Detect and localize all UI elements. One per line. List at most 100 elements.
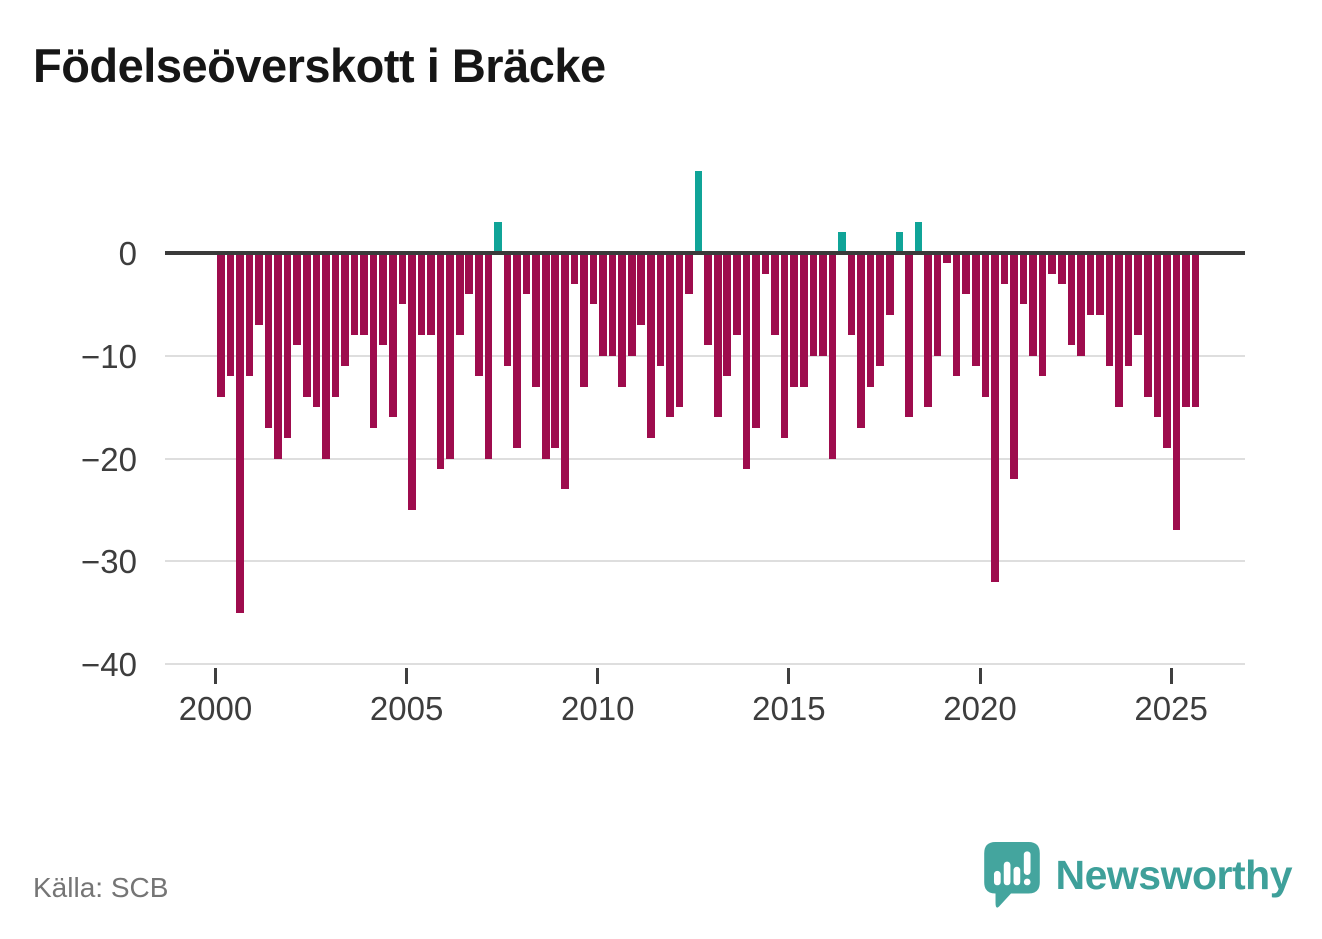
chart-bar-2011-Q4 (666, 253, 674, 418)
x-tick (596, 668, 600, 684)
exclamation-glyph (1023, 851, 1031, 886)
chart-bar-2007-Q1 (484, 253, 493, 459)
chart-bar-2007-Q2 (494, 222, 502, 253)
chart-bar-2015-Q3 (809, 253, 818, 356)
x-tick (978, 668, 982, 684)
chart-bar-2011-Q3 (656, 253, 665, 367)
chart-bar-2009-Q4 (589, 253, 598, 305)
chart-bar-2006-Q3 (465, 253, 474, 295)
chart-bar-2017-Q3 (885, 253, 894, 315)
x-tick (787, 668, 791, 684)
chart-bar-2009-Q1 (561, 253, 569, 490)
chart-bar-2010-Q1 (599, 253, 607, 356)
y-axis-label: 0 (118, 235, 137, 272)
chart-bar-2001-Q3 (274, 253, 282, 459)
chart-bar-2002-Q3 (312, 253, 321, 408)
chart-bar-2009-Q3 (580, 253, 588, 387)
chart-bar-2022-Q4 (1086, 253, 1095, 315)
chart-bar-2022-Q3 (1077, 253, 1085, 356)
chart-bar-2004-Q3 (389, 253, 397, 418)
x-axis-label: 2000 (178, 690, 253, 727)
chart-bar-2019-Q4 (971, 253, 980, 367)
chart-bar-2005-Q4 (436, 253, 445, 469)
chart-bar-2008-Q3 (541, 253, 550, 459)
chart-bar-2024-Q4 (1163, 253, 1171, 449)
bar-chart-glyph (993, 861, 1020, 886)
chart-bar-2016-Q2 (838, 232, 846, 253)
y-axis-label: −40 (81, 646, 137, 683)
chart-bar-2003-Q2 (341, 253, 349, 367)
chart-bar-2006-Q2 (455, 253, 464, 336)
y-gridline (165, 354, 1245, 357)
chart-bar-2003-Q3 (350, 253, 359, 336)
chart-bar-2018-Q3 (924, 253, 932, 408)
chart-bar-2025-Q1 (1172, 253, 1181, 531)
chart-bar-2013-Q3 (733, 253, 741, 336)
chart-bar-2022-Q2 (1067, 253, 1076, 346)
chart-bar-2004-Q4 (398, 253, 407, 305)
chart-bar-2021-Q1 (1019, 253, 1028, 305)
chart-bar-2004-Q2 (379, 253, 388, 346)
chart-bar-2008-Q2 (532, 253, 540, 387)
chart-bar-2020-Q3 (1000, 253, 1009, 284)
x-tick (214, 668, 217, 684)
y-axis-label: −30 (81, 543, 137, 581)
chart-bar-2006-Q1 (446, 253, 454, 459)
chart-bar-2017-Q2 (876, 253, 884, 367)
x-axis-label: 2015 (752, 690, 826, 727)
chart-bar-2007-Q4 (513, 253, 521, 449)
chart-bar-2011-Q2 (647, 253, 655, 438)
chart-bar-2004-Q1 (369, 253, 378, 428)
chart-bar-2024-Q1 (1134, 253, 1143, 336)
chart-bar-2005-Q3 (427, 253, 435, 336)
chart-bar-2018-Q2 (914, 222, 923, 253)
chart-bar-2021-Q4 (1048, 253, 1056, 274)
chart-bar-2024-Q2 (1143, 253, 1152, 397)
chart-bar-2000-Q3 (236, 253, 244, 613)
zero-axis-line (165, 251, 1245, 255)
chart-bar-2006-Q4 (475, 253, 483, 377)
chart-bar-2001-Q2 (264, 253, 273, 428)
chart-bar-2012-Q4 (704, 253, 712, 346)
chart-bar-2000-Q1 (217, 253, 225, 397)
chart-bar-2013-Q4 (742, 253, 751, 469)
chart-bar-2020-Q4 (1010, 253, 1018, 480)
chart-bar-2000-Q4 (245, 253, 254, 377)
chart-bar-2013-Q1 (713, 253, 722, 418)
chart-bar-2023-Q1 (1096, 253, 1104, 315)
chart-bar-2014-Q1 (752, 253, 760, 428)
chart-bar-2008-Q4 (551, 253, 560, 449)
chart-bar-2015-Q1 (790, 253, 798, 387)
chart-bar-2016-Q4 (857, 253, 865, 428)
x-axis-label: 2010 (561, 690, 635, 727)
brand-name: Newsworthy (1055, 851, 1293, 898)
chart-bar-2012-Q3 (694, 170, 703, 253)
chart-bar-2002-Q1 (293, 253, 302, 346)
chart-bar-2001-Q4 (283, 253, 292, 438)
chart-bar-2010-Q3 (618, 253, 626, 387)
newsworthy-pin-icon (983, 842, 1040, 908)
y-gridline (165, 457, 1245, 460)
chart-bar-2020-Q1 (981, 253, 990, 397)
chart-bar-2016-Q1 (828, 253, 837, 459)
y-axis-label: −10 (81, 337, 137, 375)
chart-bar-2002-Q4 (322, 253, 330, 459)
chart-bar-2025-Q2 (1182, 253, 1190, 408)
chart-bar-2014-Q4 (780, 253, 789, 438)
chart-bar-2023-Q2 (1105, 253, 1114, 367)
chart-bar-2013-Q2 (723, 253, 732, 377)
y-axis-label: −20 (81, 440, 137, 478)
chart-bar-2014-Q3 (771, 253, 779, 336)
chart-bar-2007-Q3 (503, 253, 512, 367)
chart-bar-2021-Q3 (1038, 253, 1047, 377)
chart-bar-2018-Q1 (905, 253, 913, 418)
chart-bar-2003-Q4 (360, 253, 368, 336)
x-tick (1169, 668, 1173, 684)
chart-bar-2024-Q3 (1153, 253, 1162, 418)
chart-bar-2010-Q4 (627, 253, 636, 356)
source-label: Källa: SCB (33, 872, 169, 903)
chart-bar-2002-Q2 (303, 253, 311, 397)
chart-bar-2021-Q2 (1029, 253, 1037, 356)
